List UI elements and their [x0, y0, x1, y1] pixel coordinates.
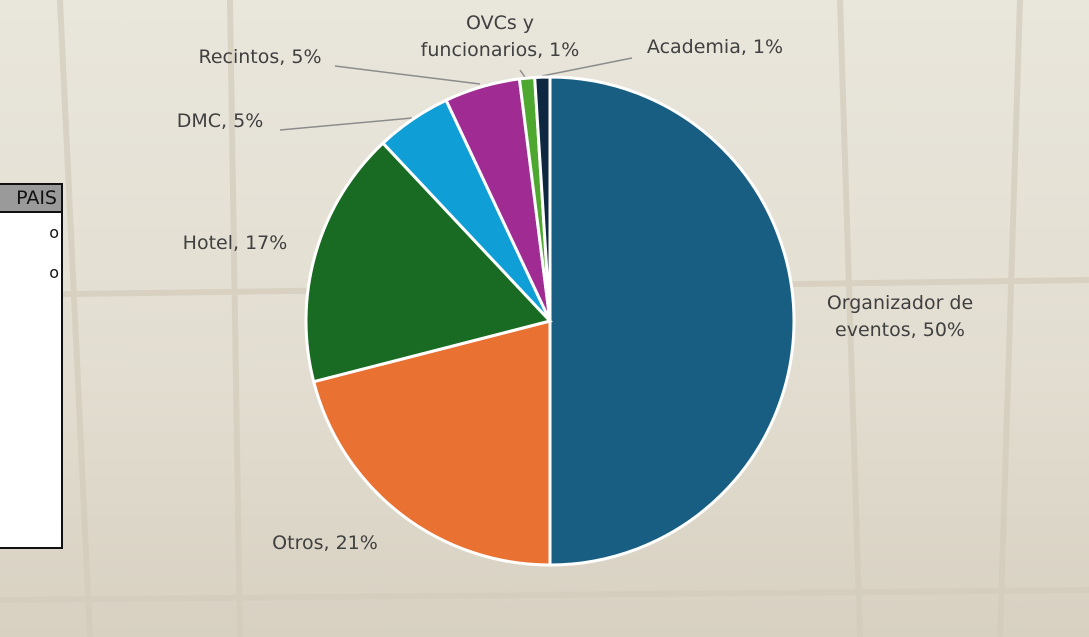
pie-slice: [548, 75, 796, 567]
pie-slice: [533, 75, 552, 322]
table-header: PAIS: [0, 185, 61, 213]
data-label: OVCs y funcionarios, 1%: [420, 12, 580, 61]
table-cell: o: [49, 223, 59, 242]
data-label: Hotel, 17%: [182, 232, 288, 254]
data-label: Otros, 21%: [272, 532, 378, 554]
pie-slice: [304, 141, 553, 384]
pie-slice: [311, 319, 552, 567]
data-label: Recintos, 5%: [198, 46, 322, 68]
side-table: PAIS o o: [0, 183, 63, 549]
table-cell: o: [49, 263, 59, 282]
data-label: Organizador de eventos, 50%: [826, 292, 974, 341]
data-label: Academia, 1%: [646, 36, 784, 58]
data-label: DMC, 5%: [176, 110, 264, 132]
